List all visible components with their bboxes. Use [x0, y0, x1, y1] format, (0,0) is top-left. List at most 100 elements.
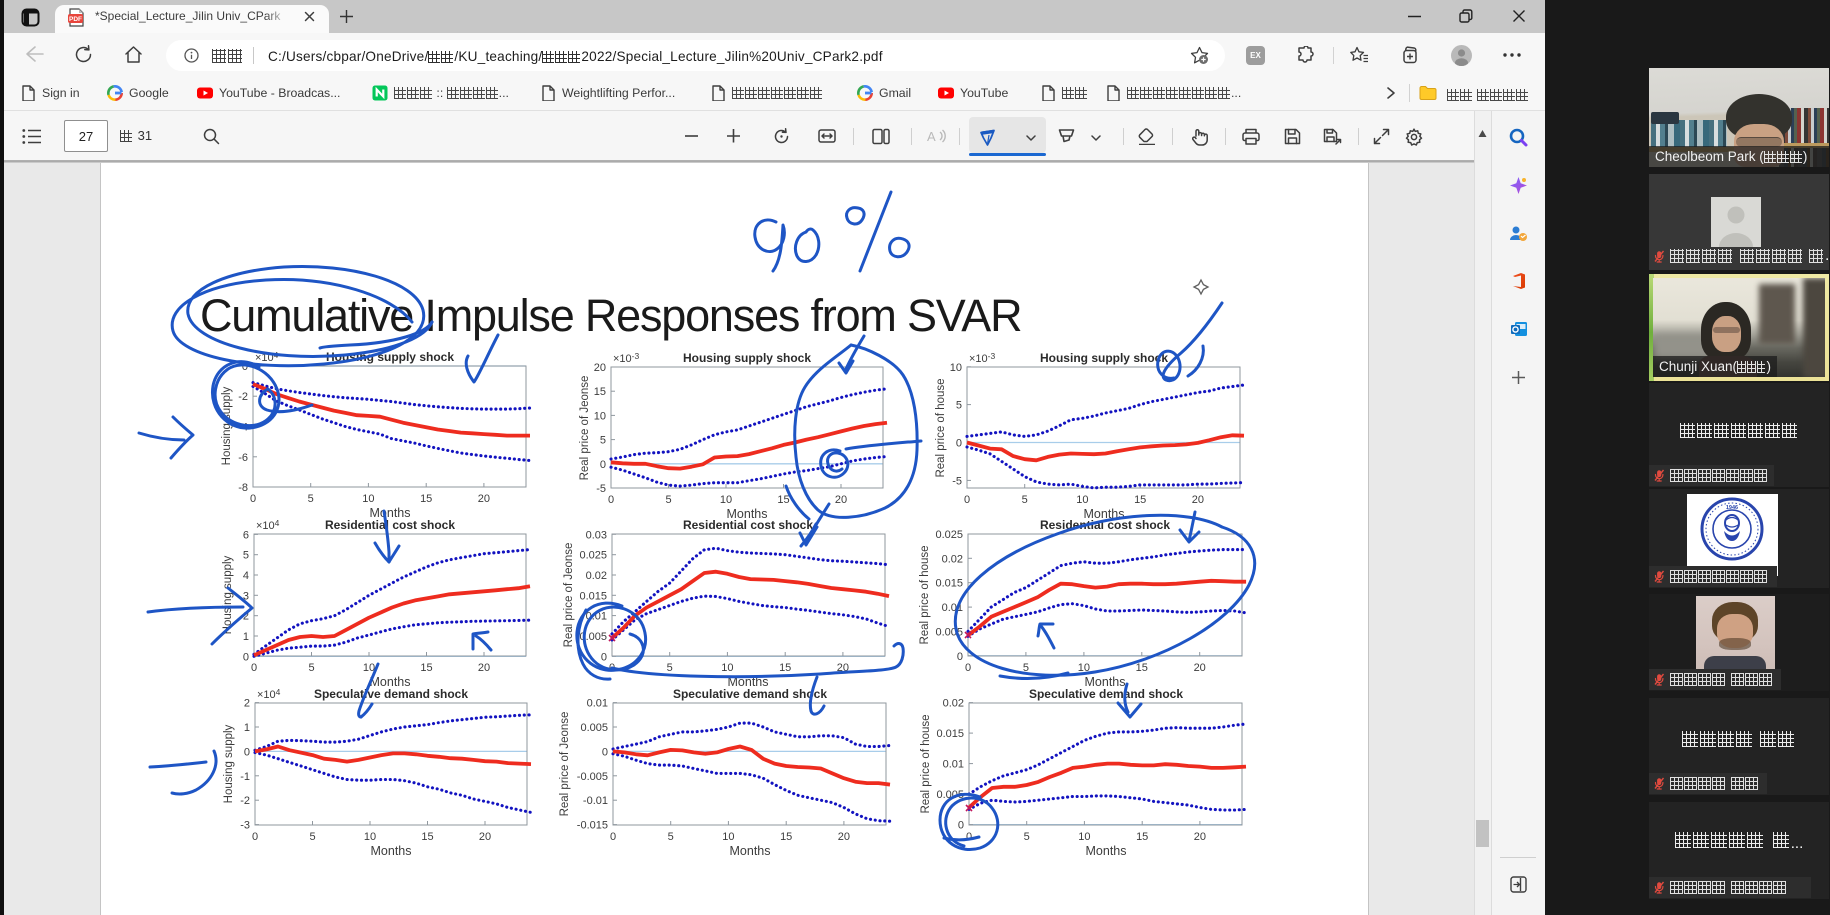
svg-text:×104: ×104: [257, 687, 281, 701]
svg-text:Housing supply: Housing supply: [222, 555, 234, 634]
svg-text:3: 3: [243, 590, 249, 602]
svg-text:15: 15: [777, 494, 789, 506]
svg-text:-0.01: -0.01: [583, 795, 608, 807]
svg-text:20: 20: [478, 493, 490, 505]
svg-text:0.015: 0.015: [936, 728, 964, 740]
svg-text:Residential cost shock: Residential cost shock: [683, 518, 813, 532]
svg-text:5: 5: [667, 662, 673, 674]
svg-text:10: 10: [1076, 494, 1088, 506]
svg-text:2: 2: [244, 698, 250, 710]
svg-text:5: 5: [243, 550, 249, 562]
svg-text:5: 5: [1022, 494, 1028, 506]
svg-text:0: 0: [965, 662, 971, 674]
svg-text:Housing supply shock: Housing supply shock: [683, 351, 811, 365]
svg-text:10: 10: [722, 831, 734, 843]
svg-text:-1: -1: [240, 771, 250, 783]
svg-text:10: 10: [950, 362, 962, 374]
svg-text:10: 10: [720, 494, 732, 506]
svg-text:5: 5: [1024, 831, 1030, 843]
svg-text:10: 10: [594, 410, 606, 422]
svg-text:0.03: 0.03: [586, 529, 607, 541]
svg-text:PDF: PDF: [69, 16, 82, 23]
svg-text:20: 20: [835, 494, 847, 506]
svg-text:5: 5: [600, 435, 606, 447]
svg-text:Real price of house: Real price of house: [920, 714, 932, 813]
svg-text:0.02: 0.02: [942, 553, 963, 565]
svg-text:15: 15: [779, 662, 791, 674]
svg-text:0: 0: [244, 746, 250, 758]
svg-text:0: 0: [600, 459, 606, 471]
svg-text:15: 15: [1136, 662, 1148, 674]
svg-text:0: 0: [610, 831, 616, 843]
svg-text:Months: Months: [370, 675, 411, 689]
svg-text:0: 0: [602, 746, 608, 758]
svg-text:Months: Months: [728, 675, 769, 689]
svg-text:10: 10: [363, 662, 375, 674]
svg-text:Months: Months: [371, 844, 412, 858]
svg-text:10: 10: [721, 662, 733, 674]
svg-text:-2: -2: [240, 795, 250, 807]
svg-text:Housing supply shock: Housing supply shock: [1040, 351, 1168, 365]
svg-text:20: 20: [1192, 494, 1204, 506]
svg-text:0.005: 0.005: [936, 789, 964, 801]
svg-text:20: 20: [479, 831, 491, 843]
svg-text:20: 20: [594, 362, 606, 374]
svg-text:Real price of house: Real price of house: [935, 378, 947, 477]
svg-text:5: 5: [665, 494, 671, 506]
svg-text:0: 0: [252, 831, 258, 843]
svg-text:15: 15: [1134, 494, 1146, 506]
svg-text:Real price of Jeonse: Real price of Jeonse: [563, 543, 575, 648]
svg-text:-6: -6: [238, 452, 248, 464]
svg-text:15: 15: [780, 831, 792, 843]
svg-text:15: 15: [420, 662, 432, 674]
svg-text:Months: Months: [1085, 675, 1126, 689]
svg-text:Real price of Jeonse: Real price of Jeonse: [559, 712, 571, 817]
svg-text:Housing supply: Housing supply: [223, 724, 235, 803]
svg-text:0.015: 0.015: [579, 590, 607, 602]
svg-text:×104: ×104: [256, 518, 280, 532]
svg-text:0.005: 0.005: [580, 722, 608, 734]
svg-text:10: 10: [362, 493, 374, 505]
svg-text:0: 0: [966, 831, 972, 843]
svg-text:0.01: 0.01: [587, 698, 608, 710]
svg-text:20: 20: [1194, 831, 1206, 843]
svg-text:0.025: 0.025: [935, 529, 963, 541]
svg-text:Residential cost shock: Residential cost shock: [325, 518, 455, 532]
svg-text:10: 10: [364, 831, 376, 843]
svg-text:5: 5: [308, 493, 314, 505]
svg-text:0.015: 0.015: [935, 578, 963, 590]
svg-text:5: 5: [1023, 662, 1029, 674]
svg-text:-3: -3: [240, 820, 250, 832]
svg-text:A: A: [927, 129, 936, 144]
svg-text:0.02: 0.02: [943, 698, 964, 710]
svg-text:Speculative demand shock: Speculative demand shock: [673, 687, 827, 701]
svg-text:Speculative demand shock: Speculative demand shock: [314, 687, 468, 701]
svg-text:1: 1: [243, 631, 249, 643]
svg-text:20: 20: [1194, 662, 1206, 674]
svg-text:5: 5: [668, 831, 674, 843]
svg-text:Months: Months: [1086, 844, 1127, 858]
svg-text:15: 15: [420, 493, 432, 505]
svg-text:0: 0: [243, 651, 249, 663]
svg-text:1946: 1946: [1726, 505, 1738, 511]
svg-text:0: 0: [601, 651, 607, 663]
svg-text:20: 20: [838, 831, 850, 843]
svg-text:-8: -8: [238, 482, 248, 494]
svg-text:0.005: 0.005: [579, 631, 607, 643]
svg-text:Months: Months: [1084, 507, 1125, 521]
svg-text:0: 0: [956, 438, 962, 450]
svg-text:5: 5: [956, 400, 962, 412]
svg-text:-2: -2: [238, 391, 248, 403]
svg-text:-5: -5: [952, 475, 962, 487]
svg-text:5: 5: [308, 662, 314, 674]
svg-text:5: 5: [309, 831, 315, 843]
svg-text:Cumulative Impulse Responses f: Cumulative Impulse Responses from SVAR: [200, 290, 1021, 341]
svg-text:0: 0: [957, 651, 963, 663]
svg-text:0: 0: [250, 493, 256, 505]
svg-text:Real price of house: Real price of house: [919, 545, 931, 644]
svg-text:0.02: 0.02: [586, 570, 607, 582]
svg-text:10: 10: [1078, 831, 1090, 843]
svg-text:Months: Months: [730, 844, 771, 858]
svg-text:Real price of Jeonse: Real price of Jeonse: [579, 376, 591, 481]
svg-text:-0.005: -0.005: [577, 771, 608, 783]
